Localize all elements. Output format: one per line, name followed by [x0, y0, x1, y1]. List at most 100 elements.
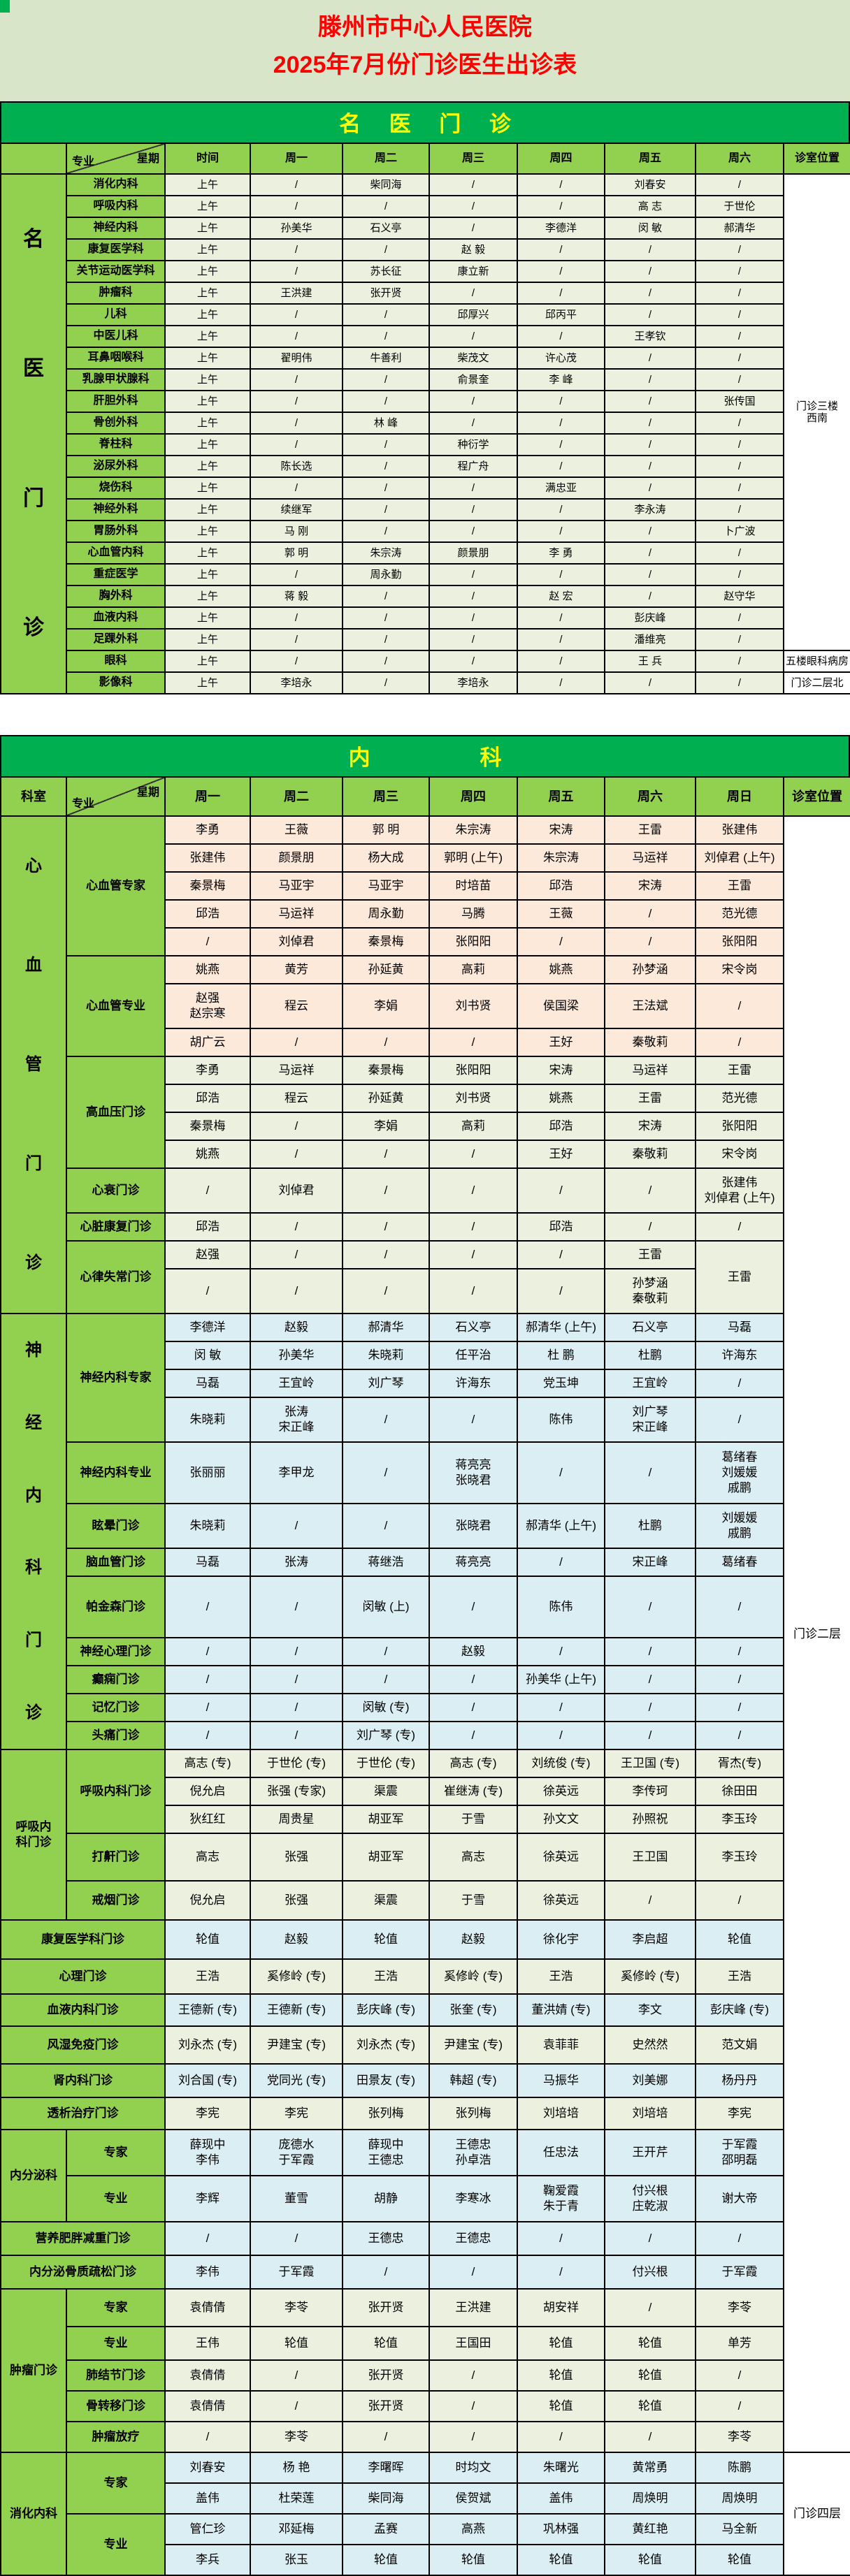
- schedule-cell: /: [695, 1028, 784, 1057]
- schedule-cell: 轮值: [342, 2326, 430, 2361]
- schedule-cell: 孙延黄: [342, 1084, 430, 1113]
- schedule-cell: 徐化宇: [517, 1919, 605, 1960]
- room-cell: 五楼眼科病房: [783, 650, 850, 673]
- specialty-label: 周二: [342, 143, 430, 175]
- schedule-cell: 刘美娜: [604, 2063, 696, 2098]
- schedule-cell: /: [517, 606, 605, 630]
- schedule-cell: 马运祥: [250, 1056, 343, 1085]
- schedule-cell: 轮值: [428, 2544, 518, 2576]
- schedule-cell: /: [695, 173, 784, 196]
- schedule-cell: /: [604, 282, 696, 305]
- schedule-cell: 蒋 毅: [250, 585, 343, 608]
- schedule-cell: /: [428, 1167, 518, 1214]
- schedule-cell: /: [517, 2255, 605, 2290]
- specialty-label: 影像科: [66, 671, 166, 694]
- schedule-cell: /: [695, 650, 784, 673]
- schedule-cell: 许心茂: [517, 347, 605, 370]
- schedule-cell: 黄常勇: [604, 2452, 696, 2484]
- schedule-cell: 薛现中 李伟: [164, 2129, 251, 2176]
- diag-label-weekday: 星期: [136, 787, 159, 799]
- schedule-cell: 高志 (专): [428, 1749, 518, 1778]
- schedule-cell: 上午: [164, 368, 251, 391]
- specialty-label: 周日: [695, 776, 784, 817]
- schedule-cell: /: [517, 325, 605, 348]
- schedule-cell: 程云: [250, 983, 343, 1029]
- schedule-cell: 王卫国: [604, 1833, 696, 1882]
- schedule-cell: /: [342, 368, 430, 391]
- schedule-cell: 李娟: [342, 983, 430, 1029]
- schedule-cell: /: [428, 1212, 518, 1242]
- specialty-label: 肾内科门诊: [0, 2063, 166, 2098]
- schedule-cell: /: [428, 650, 518, 673]
- schedule-cell: /: [250, 1693, 343, 1722]
- schedule-cell: 李德洋: [164, 1313, 251, 1342]
- schedule-cell: 张涛 宋正峰: [250, 1397, 343, 1443]
- schedule-cell: 袁菲菲: [517, 2025, 605, 2065]
- schedule-cell: 陈伟: [517, 1397, 605, 1443]
- schedule-cell: /: [695, 498, 784, 521]
- schedule-cell: 宋正峰: [604, 1548, 696, 1577]
- schedule-cell: 李勇: [164, 1056, 251, 1085]
- schedule-cell: 种衍学: [428, 433, 518, 456]
- schedule-cell: /: [342, 1212, 430, 1242]
- schedule-cell: 秦景梅: [164, 871, 251, 901]
- schedule-cell: 张建伟 刘倬君 (上午): [695, 1167, 784, 1214]
- specialty-label: 周五: [517, 776, 605, 817]
- specialty-label: 肿瘤科: [66, 282, 166, 305]
- schedule-cell: 上午: [164, 325, 251, 348]
- specialty-label: 泌尿外科: [66, 455, 166, 478]
- schedule-cell: 高志: [428, 1833, 518, 1882]
- schedule-cell: 奚修岭 (专): [428, 1958, 518, 1995]
- schedule-cell: 渠震: [342, 1777, 430, 1806]
- schedule-cell: 邱浩: [517, 1212, 605, 1242]
- schedule-cell: 马磊: [164, 1369, 251, 1398]
- schedule-cell: 李娟: [342, 1112, 430, 1141]
- schedule-cell: 于世伦 (专): [250, 1749, 343, 1778]
- diag-label-weekday: 星期: [136, 153, 159, 165]
- schedule-cell: 于军霞: [250, 2255, 343, 2290]
- schedule-cell: 郭明 (上午): [428, 843, 518, 873]
- schedule-cell: 胥杰(专): [695, 1749, 784, 1778]
- schedule-cell: /: [428, 2255, 518, 2290]
- specialty-label: 内分泌骨质疏松门诊: [0, 2255, 166, 2290]
- schedule-cell: 石义亭: [342, 217, 430, 240]
- schedule-cell: 轮值: [695, 2544, 784, 2576]
- internal-medicine-banner: 内 科: [0, 735, 850, 776]
- schedule-cell: 宋涛: [604, 1112, 696, 1141]
- schedule-cell: 李勇: [164, 815, 251, 845]
- internal-medicine-table: 科室 专业 星期 周一 周二 周三 周四 周五 周六 周日 诊室位置心血管门诊心血管专家 李勇 王薇郭 …: [0, 776, 850, 2576]
- schedule-cell: 韩超 (专): [428, 2063, 518, 2098]
- schedule-cell: 石义亭: [428, 1313, 518, 1342]
- specialty-label: 记忆门诊: [66, 1693, 166, 1722]
- specialty-label: 高血压门诊: [66, 1056, 166, 1169]
- schedule-cell: 党玉坤: [517, 1369, 605, 1398]
- schedule-cell: 孙美华: [250, 1341, 343, 1370]
- schedule-cell: 刘春安: [164, 2452, 251, 2484]
- schedule-cell: /: [342, 520, 430, 543]
- schedule-cell: 王好: [517, 1140, 605, 1169]
- schedule-cell: 刘书贤: [428, 983, 518, 1029]
- schedule-cell: /: [342, 1268, 430, 1314]
- schedule-cell: 轮值: [342, 1919, 430, 1960]
- schedule-cell: 马磊: [695, 1313, 784, 1342]
- schedule-cell: /: [695, 2359, 784, 2392]
- schedule-cell: 秦敬莉: [604, 1140, 696, 1169]
- schedule-cell: 王浩: [164, 1958, 251, 1995]
- schedule-cell: /: [517, 498, 605, 521]
- specialty-label: 心血管内科: [66, 541, 166, 565]
- schedule-cell: 苏长征: [342, 260, 430, 283]
- schedule-cell: 崔继涛 (专): [428, 1777, 518, 1806]
- schedule-cell: /: [250, 1721, 343, 1750]
- schedule-cell: 邱浩: [517, 871, 605, 901]
- specialty-label: 重症医学: [66, 563, 166, 586]
- schedule-cell: 赵毅: [250, 1313, 343, 1342]
- schedule-cell: /: [428, 520, 518, 543]
- schedule-cell: /: [695, 1721, 784, 1750]
- schedule-cell: 李辉: [164, 2175, 251, 2222]
- schedule-cell: 轮值: [517, 2390, 605, 2422]
- specialty-label: 癫痫门诊: [66, 1665, 166, 1694]
- schedule-cell: 李甲龙: [250, 1441, 343, 1504]
- schedule-cell: /: [604, 585, 696, 608]
- schedule-cell: 徐田田: [695, 1777, 784, 1806]
- schedule-cell: /: [695, 347, 784, 370]
